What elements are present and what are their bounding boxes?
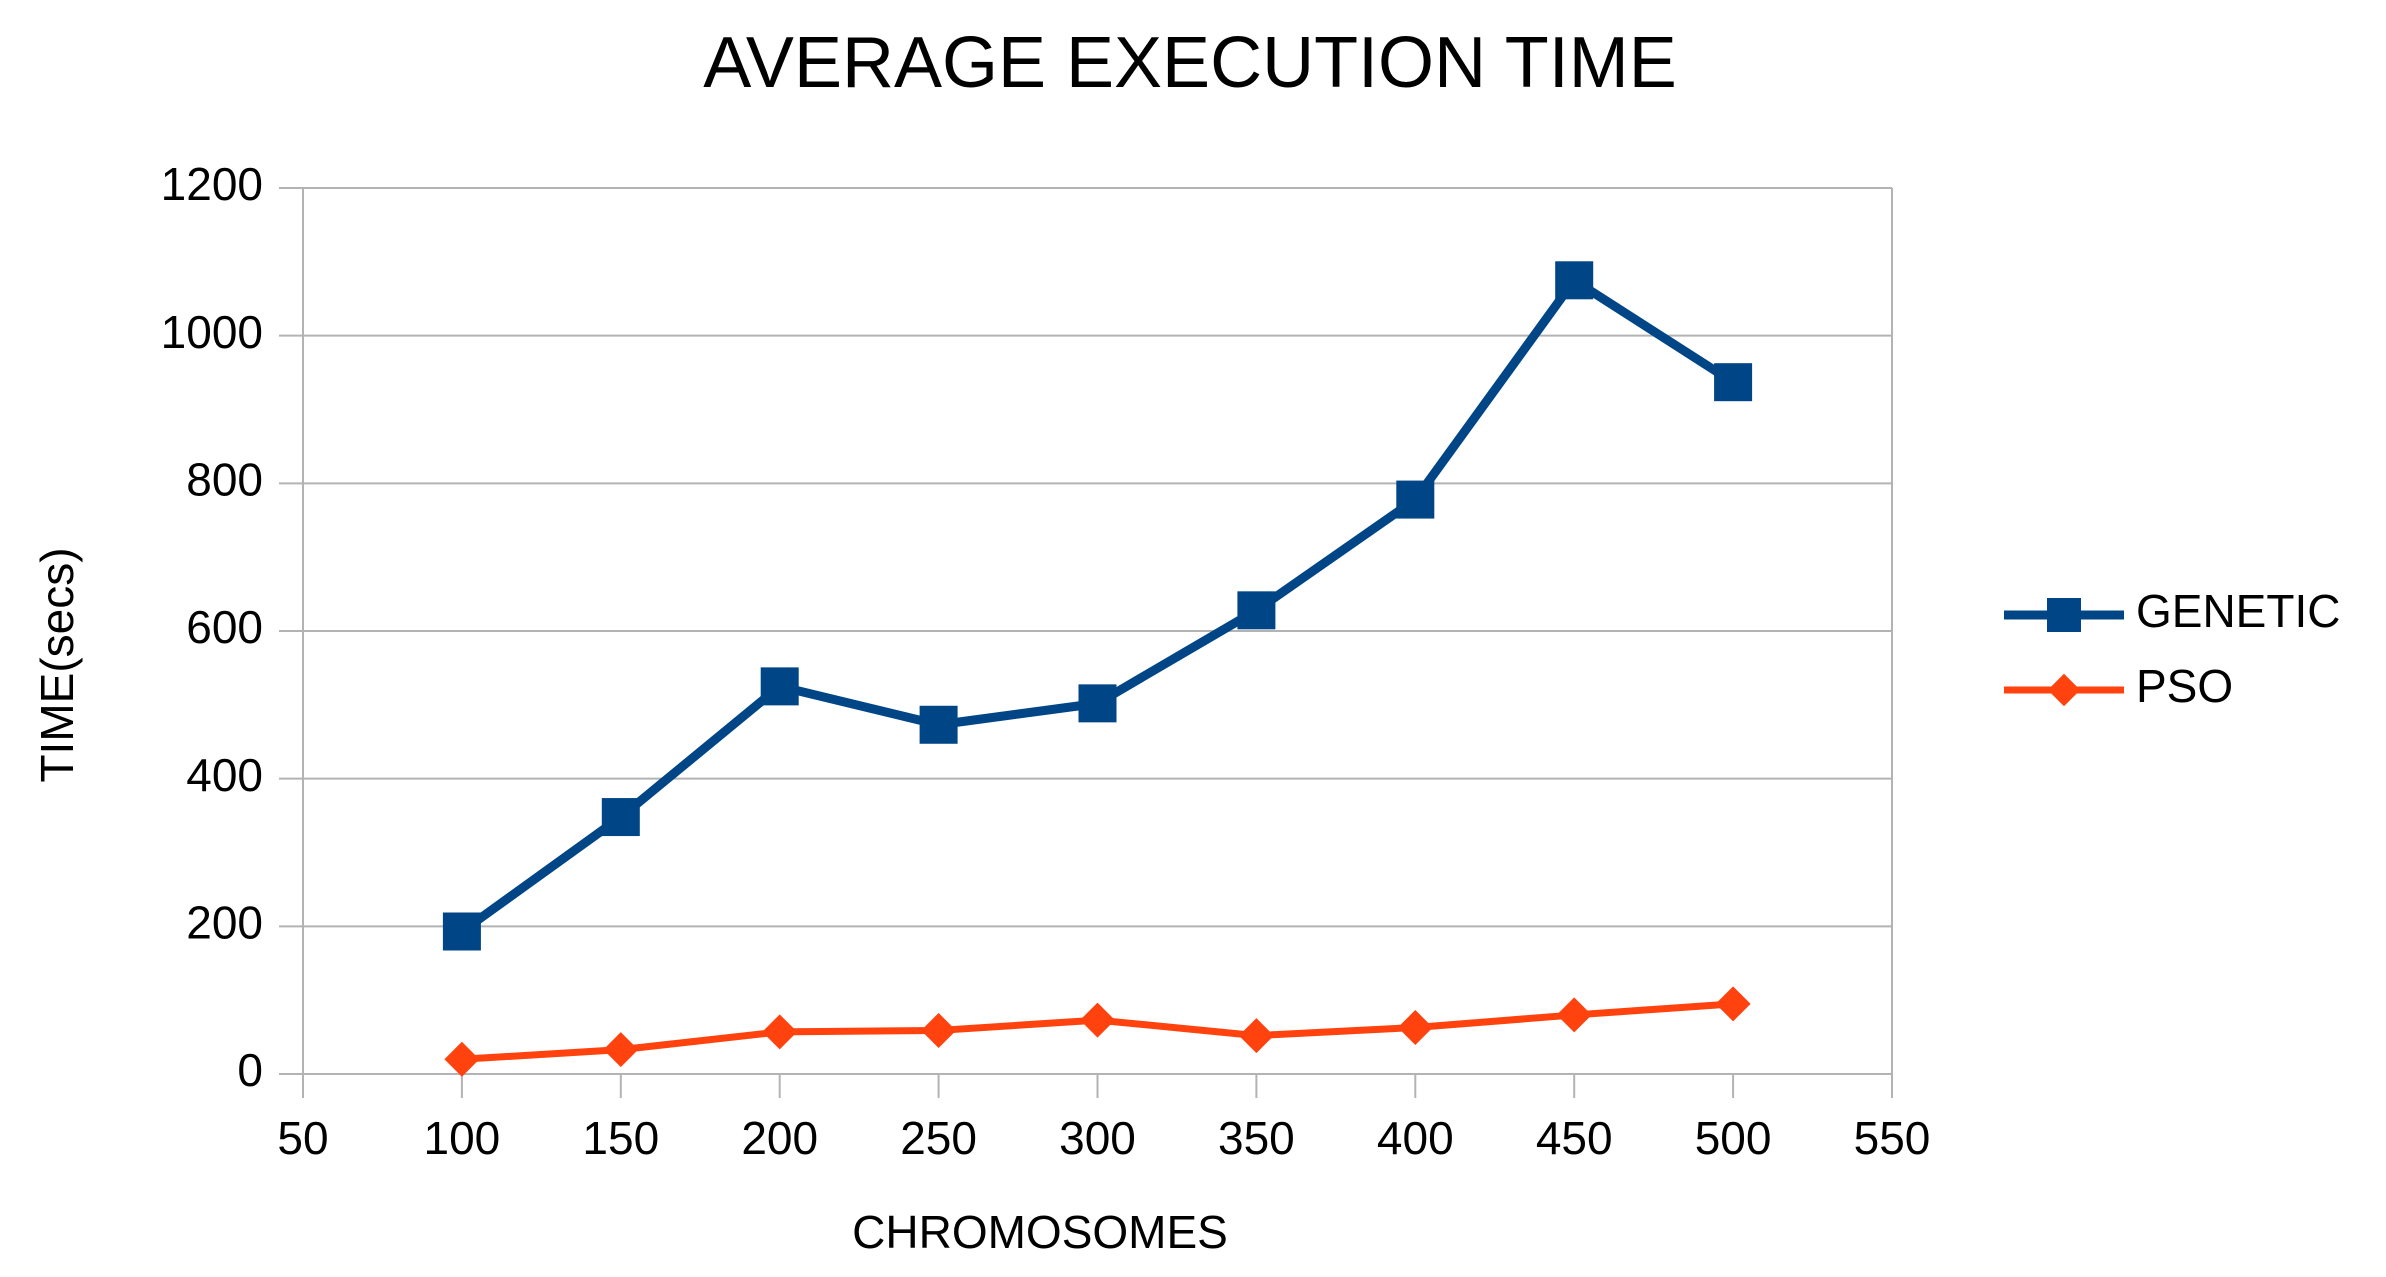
y-tick-label: 200: [186, 896, 263, 948]
x-tick-label: 300: [1059, 1112, 1136, 1164]
x-tick-label: 450: [1536, 1112, 1613, 1164]
x-axis-label: CHROMOSOMES: [852, 1206, 1228, 1258]
data-point: [1237, 591, 1276, 630]
data-point: [1714, 363, 1753, 402]
y-tick-label: 800: [186, 453, 263, 505]
data-point: [921, 1012, 957, 1048]
legend-label: PSO: [2136, 660, 2233, 712]
chart-title: AVERAGE EXECUTION TIME: [703, 23, 1677, 103]
x-tick-label: 500: [1695, 1112, 1772, 1164]
y-tick-label: 0: [237, 1044, 263, 1096]
x-tick-label: 350: [1218, 1112, 1295, 1164]
y-tick-label: 600: [186, 601, 263, 653]
x-tick-label: 150: [582, 1112, 659, 1164]
data-point: [760, 667, 799, 706]
y-tick-label: 400: [186, 749, 263, 801]
legend-marker: [2047, 598, 2081, 632]
legend-label: GENETIC: [2136, 585, 2340, 637]
x-tick-label: 550: [1854, 1112, 1931, 1164]
data-point: [442, 912, 481, 951]
data-point: [1715, 986, 1751, 1022]
data-point: [919, 705, 958, 744]
data-point: [762, 1014, 798, 1050]
data-point: [1555, 261, 1594, 300]
series-line: [459, 275, 1736, 936]
y-tick-label: 1200: [161, 158, 263, 210]
data-point: [1556, 997, 1592, 1033]
data-point: [603, 1032, 639, 1068]
legend-marker: [2047, 673, 2081, 707]
data-point: [1397, 1009, 1433, 1045]
data-point: [444, 1041, 480, 1077]
data-point: [1238, 1018, 1274, 1054]
x-tick-label: 100: [424, 1112, 501, 1164]
x-tick-label: 200: [741, 1112, 818, 1164]
y-tick-label: 1000: [161, 306, 263, 358]
x-tick-label: 50: [277, 1112, 328, 1164]
x-tick-label: 400: [1377, 1112, 1454, 1164]
data-point: [1396, 480, 1435, 519]
data-point: [1080, 1002, 1115, 1038]
y-axis-label: TIME(secs): [31, 547, 83, 782]
data-point: [601, 798, 640, 837]
data-point: [1078, 684, 1117, 723]
x-tick-label: 250: [900, 1112, 977, 1164]
